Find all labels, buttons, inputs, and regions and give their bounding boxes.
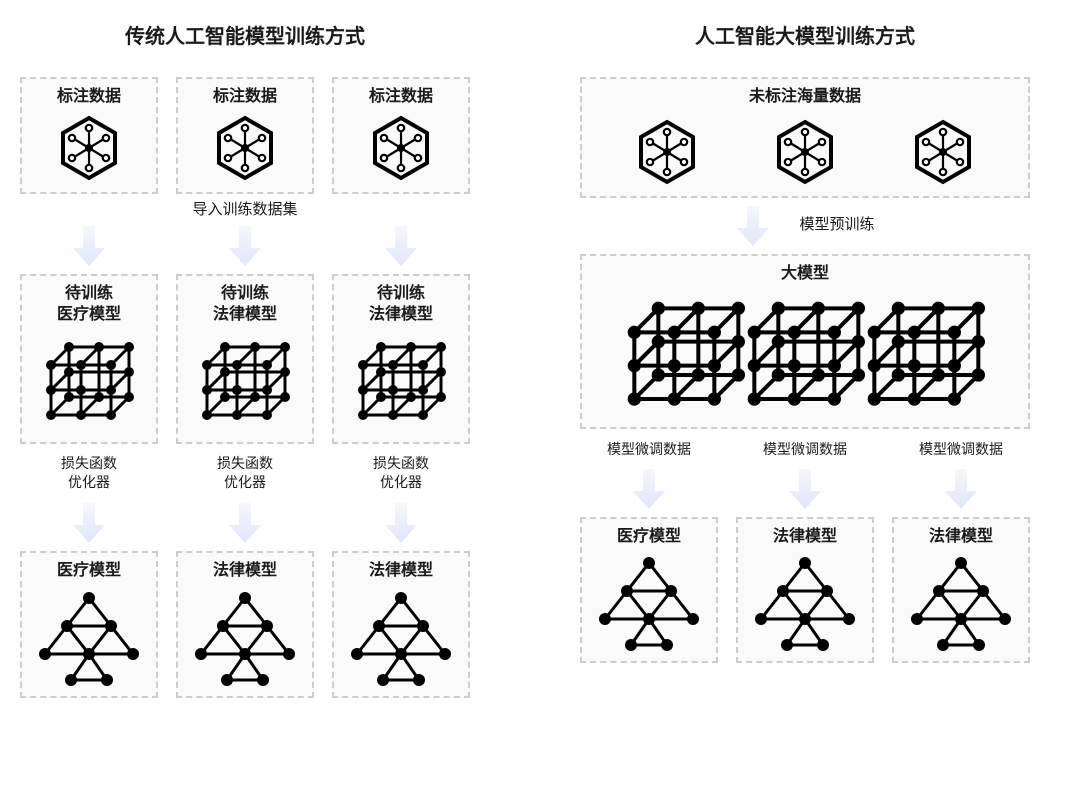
pretrain-model-box: 待训练 法律模型: [176, 274, 314, 444]
loss-label: 损失函数 优化器: [20, 454, 158, 492]
right-row-final: 医疗模型 法律模型 法律模型: [570, 517, 1040, 664]
down-arrow-icon: [943, 467, 979, 511]
box-label: 未标注海量数据: [749, 87, 861, 108]
final-model-box: 法律模型: [332, 551, 470, 698]
box-label: 待训练 医疗模型: [57, 284, 121, 326]
left-row-data: 标注数据 标注数据 标注数据: [10, 77, 480, 194]
hex-network-icon: [211, 114, 279, 182]
left-title: 传统人工智能模型训练方式: [125, 20, 365, 49]
final-model-box: 法律模型: [736, 517, 874, 664]
finetune-label: 模型微调数据: [736, 439, 874, 459]
right-finetune-labels: 模型微调数据 模型微调数据 模型微调数据: [570, 439, 1040, 459]
tree-network-icon: [589, 553, 709, 651]
arrow-label: 导入训练数据集: [192, 200, 297, 220]
down-arrow-icon: [227, 224, 263, 268]
box-label: 待训练 法律模型: [213, 284, 277, 326]
arrow-col: [736, 467, 874, 511]
arrow-col: 导入训练数据集: [176, 200, 314, 268]
cube-lattice-icon: [351, 332, 451, 432]
cube-lattice-icon: [855, 295, 995, 415]
comparison-diagram: 传统人工智能模型训练方式 标注数据 标注数据 标注数据 导入训练: [0, 0, 1080, 718]
left-row-final: 医疗模型 法律模型 法律模型: [10, 551, 480, 698]
unlabeled-data-box: 未标注海量数据: [580, 77, 1030, 198]
final-model-box: 法律模型: [176, 551, 314, 698]
hex-network-icon: [55, 114, 123, 182]
loss-label: 损失函数 优化器: [332, 454, 470, 492]
pretrain-model-box: 待训练 医疗模型: [20, 274, 158, 444]
cube-lattice-icon: [615, 295, 755, 415]
right-arrow-row-2: [570, 467, 1040, 511]
down-arrow-icon: [227, 501, 263, 545]
final-model-box: 医疗模型: [580, 517, 718, 664]
arrow-col: [20, 501, 158, 545]
labeled-data-box: 标注数据: [20, 77, 158, 194]
down-arrow-icon: [787, 467, 823, 511]
left-arrow-row-1: 导入训练数据集: [10, 200, 480, 268]
big-model-cubes: [592, 295, 1018, 415]
finetune-label: 模型微调数据: [892, 439, 1030, 459]
left-row-pretrain: 待训练 医疗模型 待训练 法律模型 待训练 法律模型: [10, 274, 480, 444]
arrow-col: [892, 467, 1030, 511]
right-row-data: 未标注海量数据: [570, 77, 1040, 198]
pretrain-model-box: 待训练 法律模型: [332, 274, 470, 444]
tree-network-icon: [185, 588, 305, 686]
down-arrow-icon: [383, 224, 419, 268]
final-model-box: 法律模型: [892, 517, 1030, 664]
box-label: 医疗模型: [57, 561, 121, 582]
right-arrow-row-1: 模型预训练: [570, 204, 1040, 248]
arrow-col: 模型预训练: [735, 204, 874, 248]
box-label: 大模型: [781, 264, 829, 285]
left-loss-labels: 损失函数 优化器 损失函数 优化器 损失函数 优化器: [10, 454, 480, 494]
box-label: 法律模型: [369, 561, 433, 582]
labeled-data-box: 标注数据: [332, 77, 470, 194]
pretrain-label: 模型预训练: [799, 215, 874, 235]
hex-network-icon: [367, 114, 435, 182]
tree-network-icon: [29, 588, 149, 686]
down-arrow-icon: [71, 501, 107, 545]
arrow-col: [176, 501, 314, 545]
box-label: 法律模型: [213, 561, 277, 582]
tree-network-icon: [901, 553, 1021, 651]
large-model-side: 人工智能大模型训练方式 未标注海量数据 模型预训练 大模型: [570, 20, 1040, 698]
left-arrow-row-2: [10, 501, 480, 545]
cube-lattice-icon: [195, 332, 295, 432]
arrow-col: [332, 501, 470, 545]
arrow-col: [20, 200, 158, 268]
tree-network-icon: [745, 553, 865, 651]
box-label: 标注数据: [57, 87, 121, 108]
labeled-data-box: 标注数据: [176, 77, 314, 194]
down-arrow-icon: [71, 224, 107, 268]
down-arrow-icon: [631, 467, 667, 511]
box-label: 法律模型: [773, 527, 837, 548]
box-label: 法律模型: [929, 527, 993, 548]
arrow-col: [580, 467, 718, 511]
arrow-col: [332, 200, 470, 268]
box-label: 医疗模型: [617, 527, 681, 548]
cube-lattice-icon: [39, 332, 139, 432]
hex-network-icon: [771, 118, 839, 186]
cube-lattice-icon: [735, 295, 875, 415]
final-model-box: 医疗模型: [20, 551, 158, 698]
right-title: 人工智能大模型训练方式: [695, 20, 915, 49]
traditional-side: 传统人工智能模型训练方式 标注数据 标注数据 标注数据 导入训练: [10, 20, 480, 698]
hex-network-icon: [633, 118, 701, 186]
box-label: 标注数据: [213, 87, 277, 108]
tree-network-icon: [341, 588, 461, 686]
big-model-box: 大模型: [580, 254, 1030, 429]
hex-network-icon: [909, 118, 977, 186]
down-arrow-icon: [735, 204, 771, 248]
box-label: 标注数据: [369, 87, 433, 108]
loss-label: 损失函数 优化器: [176, 454, 314, 492]
down-arrow-icon: [383, 501, 419, 545]
right-row-bigmodel: 大模型: [570, 254, 1040, 429]
box-label: 待训练 法律模型: [369, 284, 433, 326]
finetune-label: 模型微调数据: [580, 439, 718, 459]
